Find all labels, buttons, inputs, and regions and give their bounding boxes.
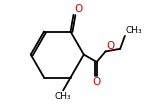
Text: CH₃: CH₃ <box>125 26 142 35</box>
Text: CH₃: CH₃ <box>55 92 71 101</box>
Text: O: O <box>74 4 82 14</box>
Text: O: O <box>92 77 101 87</box>
Text: O: O <box>106 41 114 51</box>
